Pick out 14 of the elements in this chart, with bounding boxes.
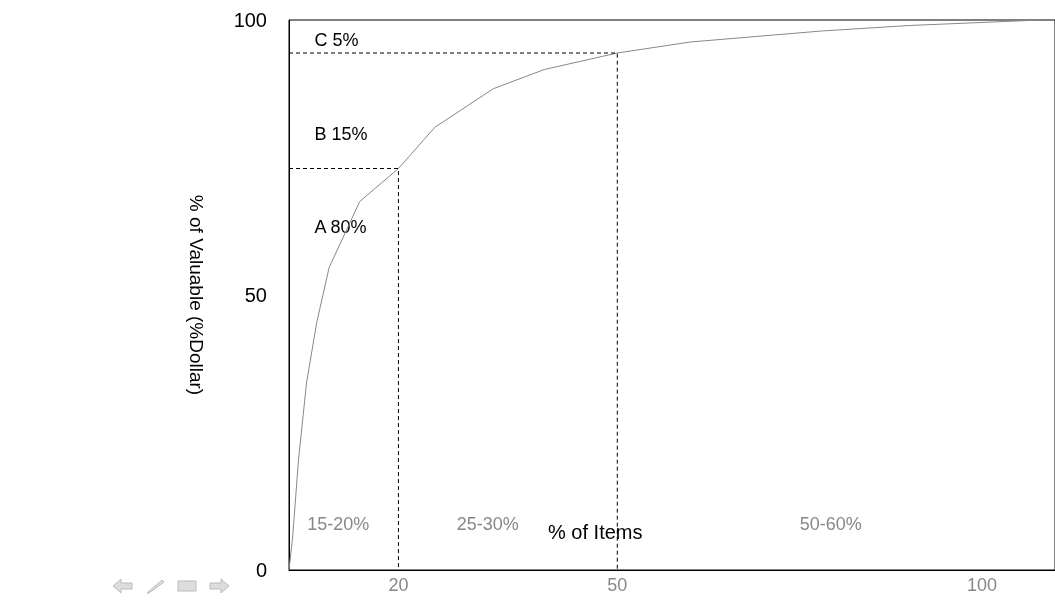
- x-tick-label: 50: [607, 575, 628, 595]
- annotation: 25-30%: [456, 514, 519, 534]
- x-axis-title: % of Items: [548, 521, 643, 543]
- y-tick-label: 0: [255, 559, 267, 581]
- annotation: 15-20%: [307, 514, 370, 534]
- x-tick-label: 20: [388, 575, 409, 595]
- annotation: 50-60%: [799, 514, 862, 534]
- x-tick-label: 100: [967, 575, 998, 595]
- y-axis-title: % of Valuable (%Dollar): [185, 194, 207, 396]
- y-tick-label: 100: [233, 9, 267, 31]
- annotation: A 80%: [314, 217, 367, 237]
- annotation: C 5%: [314, 30, 359, 50]
- y-tick-label: 50: [244, 284, 267, 306]
- annotation: B 15%: [314, 123, 368, 144]
